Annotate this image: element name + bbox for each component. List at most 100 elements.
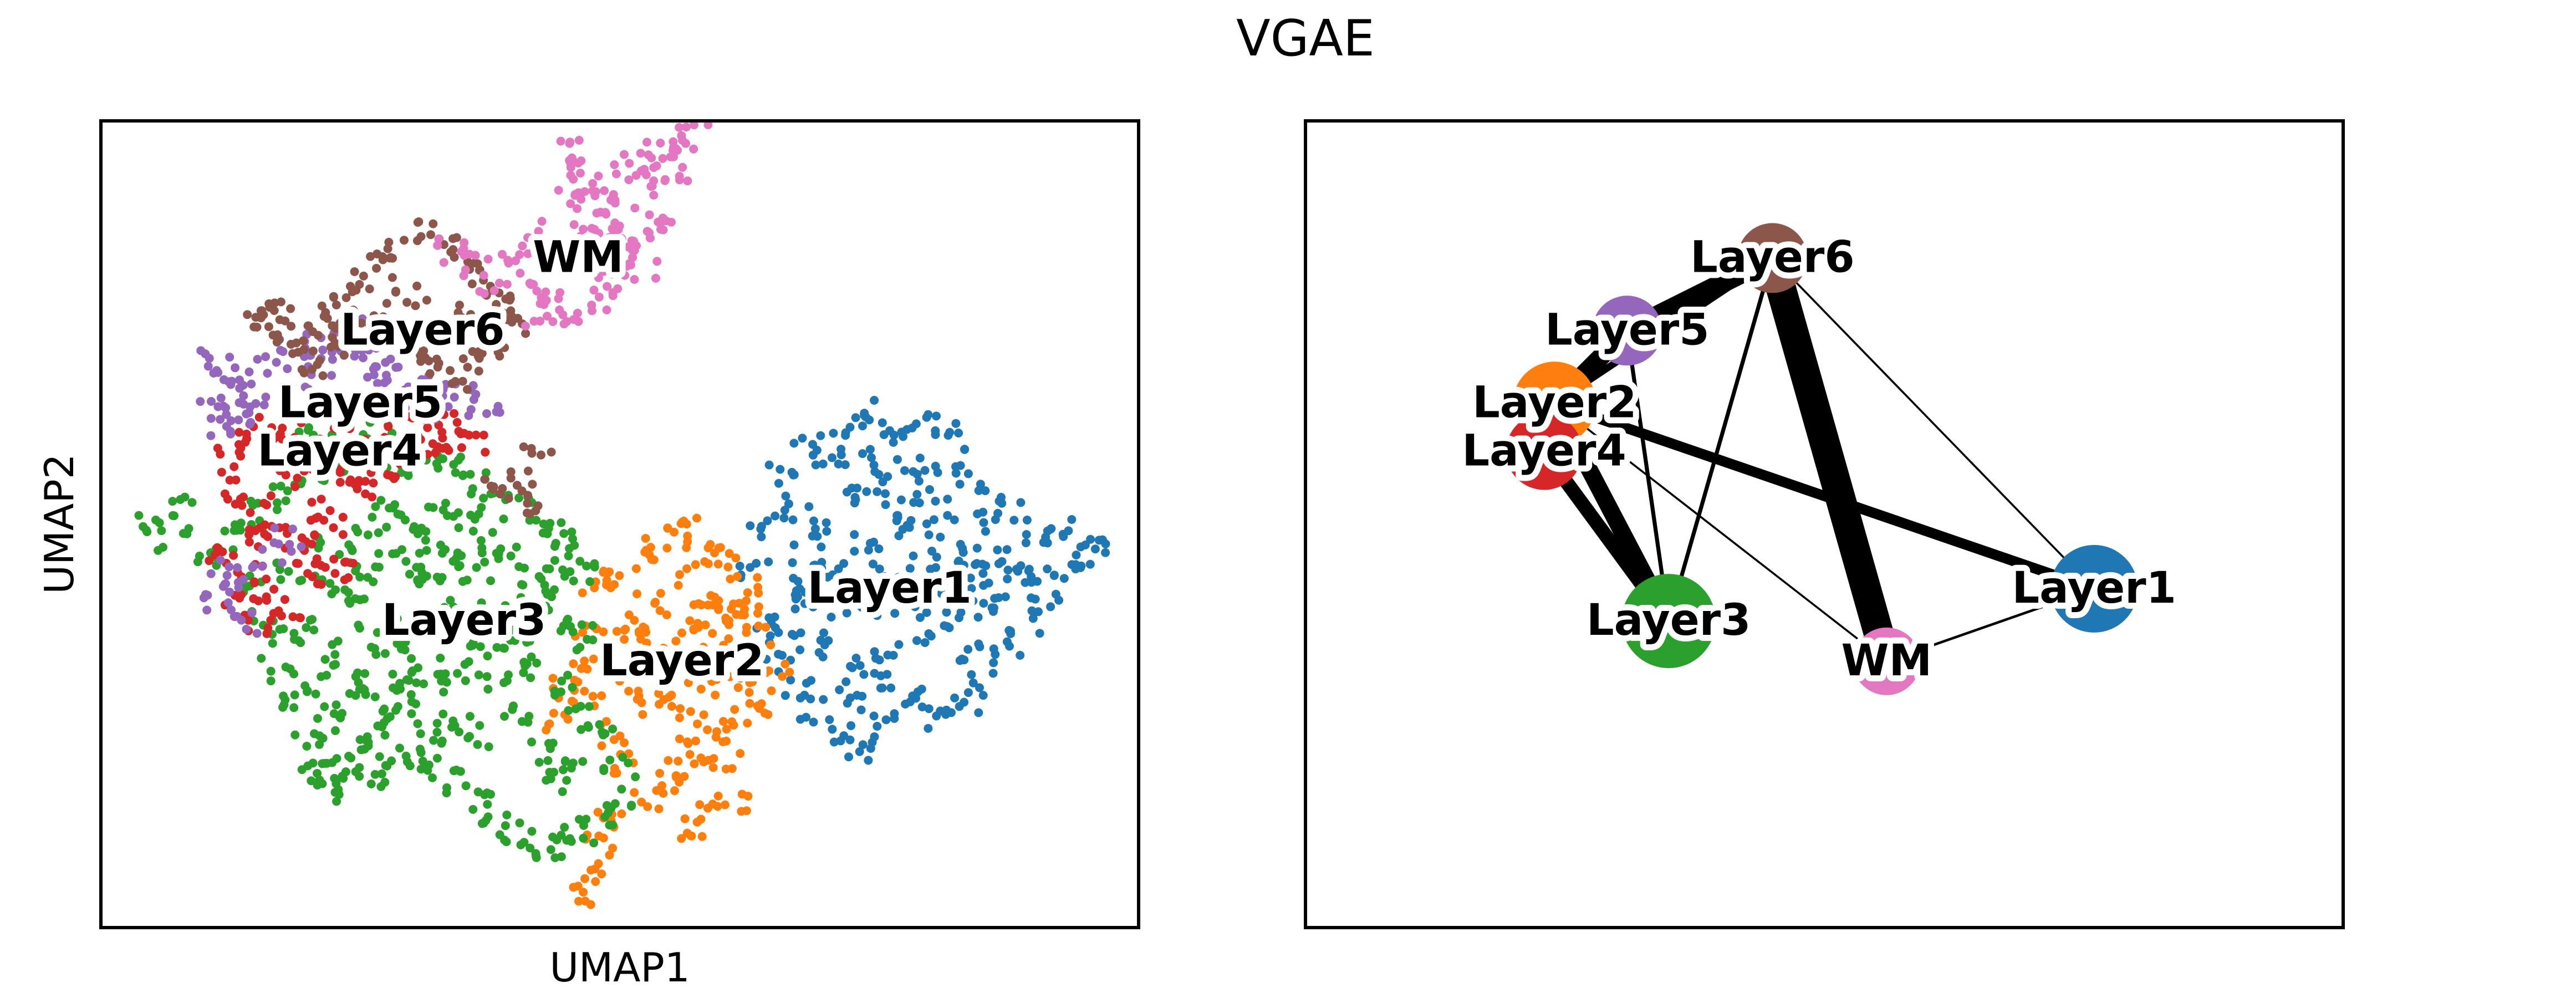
scatter-point-wm — [502, 279, 512, 289]
scatter-point-layer3 — [461, 676, 470, 685]
scatter-point-layer2 — [713, 802, 722, 811]
scatter-point-layer6 — [506, 467, 516, 476]
scatter-point-layer5 — [258, 562, 267, 571]
scatter-point-layer2 — [630, 615, 639, 625]
scatter-point-layer4 — [269, 434, 279, 444]
scatter-point-wm — [603, 282, 612, 291]
scatter-point-layer6 — [339, 350, 349, 360]
scatter-point-layer5 — [239, 391, 248, 400]
scatter-point-layer1 — [951, 469, 961, 478]
scatter-point-layer3 — [266, 676, 276, 686]
scatter-point-layer2 — [611, 672, 620, 681]
scatter-point-layer1 — [975, 683, 984, 693]
scatter-point-layer5 — [201, 590, 210, 599]
scatter-point-layer2 — [670, 786, 679, 796]
scatter-point-layer6 — [294, 348, 303, 357]
scatter-point-layer2 — [713, 791, 723, 801]
scatter-point-layer1 — [1035, 629, 1044, 638]
scatter-point-layer5 — [318, 345, 328, 355]
scatter-point-wm — [434, 235, 443, 243]
scatter-point-layer4 — [266, 615, 276, 625]
scatter-point-layer2 — [580, 874, 589, 883]
scatter-point-layer3 — [547, 592, 556, 602]
scatter-point-layer3 — [276, 481, 285, 491]
scatter-point-layer5 — [370, 362, 380, 371]
scatter-point-layer2 — [719, 640, 728, 650]
scatter-point-layer1 — [774, 628, 783, 637]
scatter-point-wm — [516, 268, 525, 278]
scatter-point-layer5 — [259, 400, 269, 410]
scatter-point-layer5 — [400, 347, 410, 356]
scatter-point-layer3 — [522, 638, 532, 647]
scatter-point-layer5 — [222, 571, 232, 580]
scatter-point-layer2 — [714, 603, 723, 613]
scatter-point-wm — [602, 305, 611, 314]
scatter-point-layer1 — [858, 421, 867, 431]
scatter-point-layer3 — [410, 522, 419, 531]
scatter-point-layer3 — [460, 660, 470, 669]
scatter-point-layer3 — [486, 576, 495, 585]
scatter-point-layer3 — [492, 643, 502, 652]
scatter-point-layer3 — [560, 823, 569, 832]
scatter-point-layer4 — [361, 435, 370, 444]
scatter-point-layer6 — [388, 253, 397, 263]
scatter-point-layer3 — [524, 711, 534, 721]
scatter-point-layer3 — [472, 563, 481, 572]
scatter-point-layer2 — [597, 691, 606, 700]
scatter-point-layer3 — [442, 788, 451, 798]
scatter-point-layer1 — [851, 413, 860, 422]
scatter-point-wm — [666, 217, 676, 227]
scatter-point-layer2 — [632, 589, 642, 599]
scatter-point-layer1 — [788, 558, 797, 567]
scatter-point-layer3 — [499, 644, 509, 653]
scatter-point-layer3 — [331, 700, 341, 710]
scatter-point-layer3 — [541, 602, 550, 611]
scatter-point-layer2 — [602, 581, 611, 589]
scatter-point-wm — [566, 199, 575, 208]
scatter-point-layer3 — [439, 688, 448, 697]
scatter-point-layer4 — [251, 526, 260, 536]
scatter-point-layer2 — [711, 732, 721, 742]
scatter-point-layer6 — [458, 376, 467, 386]
scatter-point-wm — [573, 308, 582, 318]
scatter-point-layer2 — [675, 734, 684, 744]
scatter-point-layer1 — [1046, 525, 1055, 534]
scatter-point-layer3 — [605, 755, 615, 765]
scatter-point-layer3 — [520, 563, 529, 573]
scatter-point-layer5 — [432, 411, 442, 420]
scatter-point-layer3 — [232, 526, 242, 535]
scatter-point-layer3 — [380, 730, 390, 740]
scatter-point-layer4 — [315, 444, 324, 454]
scatter-point-layer6 — [331, 301, 341, 309]
scatter-point-layer4 — [329, 523, 338, 532]
scatter-point-layer5 — [391, 363, 401, 372]
scatter-point-layer1 — [993, 545, 1002, 554]
scatter-point-layer5 — [381, 358, 390, 367]
scatter-point-layer2 — [680, 814, 690, 823]
scatter-point-layer3 — [368, 512, 377, 522]
scatter-point-layer6 — [455, 323, 465, 333]
scatter-point-layer4 — [254, 413, 264, 422]
scatter-point-layer1 — [960, 445, 970, 454]
scatter-point-layer2 — [733, 683, 743, 693]
scatter-point-layer2 — [737, 807, 746, 816]
scatter-point-layer3 — [502, 837, 511, 847]
scatter-point-layer1 — [966, 573, 975, 583]
scatter-point-layer3 — [560, 572, 569, 581]
scatter-point-layer1 — [894, 573, 903, 582]
scatter-point-layer1 — [1027, 606, 1037, 615]
scatter-point-layer6 — [328, 333, 337, 342]
scatter-point-layer4 — [389, 450, 399, 460]
scatter-point-layer2 — [745, 699, 754, 708]
scatter-point-layer4 — [307, 497, 317, 507]
scatter-point-layer3 — [474, 670, 483, 680]
scatter-point-layer3 — [421, 527, 431, 536]
scatter-point-layer1 — [824, 599, 834, 609]
scatter-point-layer5 — [221, 579, 230, 588]
scatter-point-layer5 — [285, 539, 294, 549]
scatter-point-layer1 — [1021, 578, 1030, 587]
scatter-point-layer1 — [878, 683, 887, 693]
scatter-point-layer2 — [736, 749, 745, 758]
scatter-point-layer2 — [677, 834, 686, 843]
scatter-point-layer3 — [458, 612, 467, 621]
